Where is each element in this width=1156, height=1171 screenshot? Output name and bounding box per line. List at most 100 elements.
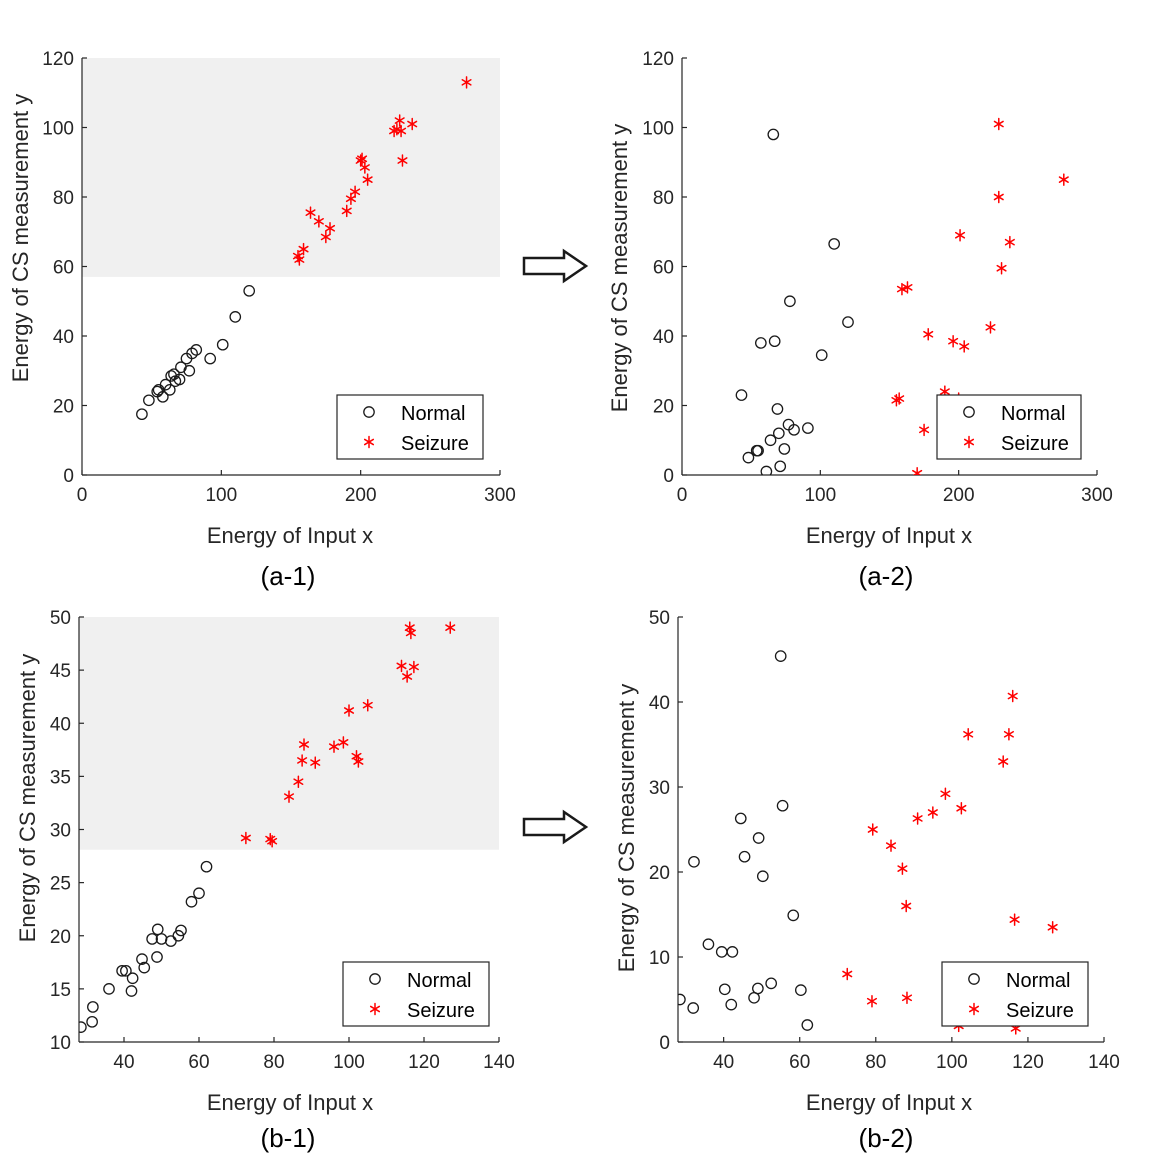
seizure-point: [963, 728, 974, 741]
seizure-point: [993, 190, 1004, 204]
seizure-point: [998, 755, 1009, 768]
chart-panel-b1: 40 60 80 100 120 140 10 15 20 25 30 35 40 45 50 Energy…: [15, 608, 515, 1153]
y-tick-label: 30: [649, 778, 670, 799]
x-tick-label: 40: [713, 1052, 734, 1073]
legend-box: [936, 394, 1082, 460]
normal-point: [163, 384, 176, 396]
y-tick-label: 100: [42, 119, 74, 140]
seizure-point: [407, 117, 418, 131]
seizure-point: [341, 204, 352, 218]
seizure-point: [267, 834, 278, 848]
x-axis-label: Energy of Input x: [806, 523, 972, 548]
seizure-point: [1003, 728, 1014, 741]
seizure-point: [912, 812, 923, 825]
x-tick-label: 0: [77, 485, 88, 506]
normal-point: [738, 850, 751, 863]
axes: 0 100 200 300 0 20 40 60 80 100 120: [42, 49, 516, 506]
normal-point: [778, 443, 791, 455]
y-tick-label: 20: [50, 927, 71, 948]
normal-point: [774, 650, 787, 662]
normal-point: [204, 352, 217, 365]
seizure-point: [901, 899, 912, 913]
y-axis-label: Energy of CS measurement y: [607, 124, 632, 413]
normal-point: [190, 344, 203, 356]
normal-point: [774, 460, 787, 473]
normal-point: [754, 337, 767, 349]
seizure-point: [894, 392, 905, 405]
y-tick-label: 80: [53, 188, 74, 209]
normal-point: [243, 284, 256, 297]
y-tick-label: 40: [653, 327, 674, 348]
seizure-point: [1009, 913, 1020, 926]
seizure-point: [985, 321, 996, 334]
x-axis-label: Energy of Input x: [207, 523, 373, 548]
normal-point: [764, 434, 777, 447]
normal-point: [725, 998, 738, 1011]
normal-point: [760, 465, 773, 475]
y-tick-label: 0: [659, 1033, 670, 1054]
y-tick-label: 50: [649, 608, 670, 629]
data-points: [136, 76, 472, 421]
normal-point: [795, 984, 807, 997]
panel-label: (a-1): [261, 561, 316, 591]
normal-point: [767, 128, 780, 141]
normal-point: [151, 951, 163, 963]
normal-point: [715, 946, 728, 958]
legend-label-normal: Normal: [407, 970, 471, 992]
x-tick-label: 120: [1012, 1052, 1044, 1073]
legend-box: [336, 394, 484, 460]
normal-point: [771, 403, 784, 415]
seizure-point: [993, 117, 1004, 131]
seizure-point: [350, 185, 361, 199]
normal-point: [828, 238, 841, 250]
seizure-point: [297, 754, 308, 767]
normal-point: [815, 349, 828, 361]
y-tick-label: 15: [50, 980, 71, 1001]
seizure-point: [320, 230, 331, 244]
seizure-point: [402, 670, 413, 683]
panel-label: (b-2): [859, 1123, 914, 1153]
y-tick-label: 10: [649, 948, 670, 969]
seizure-point: [396, 124, 407, 138]
seizure-point: [294, 253, 305, 266]
normal-point: [752, 832, 765, 844]
normal-point: [116, 964, 128, 977]
seizure-point: [1058, 173, 1069, 186]
x-tick-label: 60: [789, 1052, 810, 1073]
normal-point: [687, 1002, 700, 1014]
seizure-point: [310, 756, 321, 769]
data-points: [79, 621, 456, 1033]
axes: 40 60 80 100 120 140 0 10 20 30 40 50: [649, 608, 1120, 1073]
data-points: [735, 117, 1069, 475]
seizure-point: [896, 282, 907, 296]
x-tick-label: 140: [1088, 1052, 1120, 1073]
normal-point: [788, 423, 800, 436]
legend-asterisk-icon: [963, 435, 975, 449]
normal-point: [151, 923, 164, 936]
x-tick-label: 300: [1081, 485, 1113, 506]
seizure-point: [394, 114, 405, 127]
normal-point: [193, 887, 205, 900]
normal-point: [735, 389, 748, 401]
seizure-point: [923, 328, 934, 341]
seizure-point: [927, 806, 938, 819]
arrow-icon-bottom: [522, 809, 589, 845]
y-tick-label: 20: [649, 863, 670, 884]
seizure-point: [343, 704, 355, 717]
axes: 40 60 80 100 120 140 10 15 20 25 30 35 40 45 50: [50, 608, 515, 1073]
y-axis-label: Energy of CS measurement y: [8, 94, 33, 383]
seizure-point: [396, 659, 407, 673]
legend-box: [941, 961, 1089, 1027]
normal-point: [136, 408, 148, 421]
normal-point: [787, 909, 800, 922]
panel-label: (b-1): [261, 1123, 316, 1153]
y-tick-label: 100: [642, 119, 674, 140]
x-tick-label: 140: [483, 1052, 515, 1073]
y-tick-label: 25: [50, 874, 71, 895]
legend-label-seizure: Seizure: [1001, 433, 1069, 455]
seizure-point: [901, 991, 913, 1005]
y-tick-label: 40: [53, 327, 74, 348]
seizure-point: [359, 161, 370, 174]
seizure-point: [313, 215, 324, 228]
seizure-point: [902, 281, 913, 294]
